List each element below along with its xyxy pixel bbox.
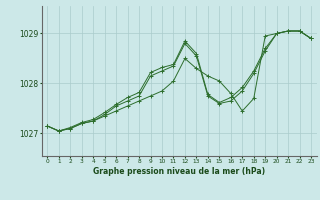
X-axis label: Graphe pression niveau de la mer (hPa): Graphe pression niveau de la mer (hPa) (93, 167, 265, 176)
